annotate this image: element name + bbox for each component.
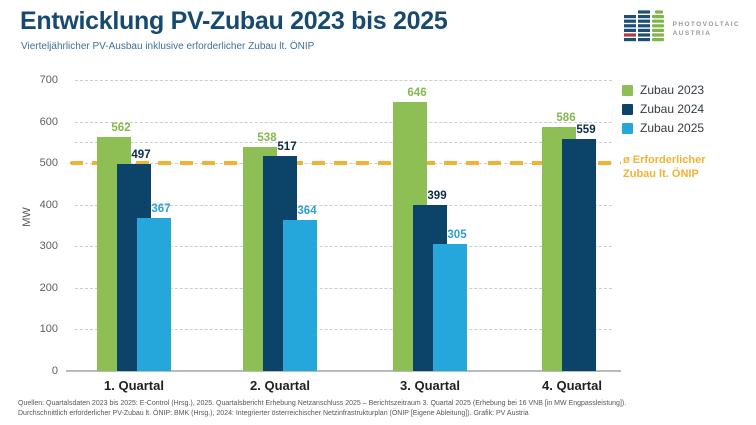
category-label-q2: 2. Quartal (250, 378, 310, 393)
gridline-700 (75, 80, 612, 81)
footer-source-line2: Durchschnittlich erforderlicher PV-Zubau… (18, 409, 529, 417)
y-tick-label-700: 700 (39, 74, 58, 86)
page-title: Entwicklung PV-Zubau 2023 bis 2025 (20, 7, 448, 35)
y-tick-label-400: 400 (39, 198, 58, 211)
y-tick-label-600: 600 (39, 115, 58, 128)
bar-group-q2: 538 517 364 2. Quartal (243, 80, 317, 393)
bar-value-zubau-2024-q1: 497 (131, 149, 151, 162)
logo-wordmark: PHOTOVOLTAIC AUSTRIA (673, 20, 740, 38)
gridline-600 (75, 121, 612, 123)
bar-value-zubau-2025-q3: 305 (447, 229, 467, 242)
bar-zubau-2024-q4 (562, 138, 596, 371)
gridline-300 (75, 246, 612, 248)
x-axis-line (66, 370, 621, 372)
legend-item-zubau-2025: Zubau 2025 (622, 121, 704, 135)
bar-value-zubau-2025-q2: 364 (297, 204, 317, 217)
bar-zubau-2025-q1 (137, 218, 171, 371)
bar-value-zubau-2023-q3: 646 (407, 87, 427, 100)
legend-swatch-zubau-2025 (622, 122, 633, 134)
logo-wordmark-line1: PHOTOVOLTAIC (672, 21, 740, 28)
gridline-100 (75, 329, 612, 331)
bar-value-zubau-2024-q2: 517 (277, 141, 297, 154)
gridline-550 (75, 142, 612, 144)
legend-item-zubau-2024: Zubau 2024 (622, 102, 704, 116)
legend-label-zubau-2023: Zubau 2023 (640, 83, 705, 97)
y-tick-label-100: 100 (39, 323, 58, 336)
category-label-q3: 3. Quartal (400, 378, 460, 393)
bar-value-zubau-2023-q4: 586 (556, 112, 576, 125)
legend-swatch-zubau-2023 (622, 84, 633, 96)
footer-source-line1: Quellen: Quartalsdaten 2023 bis 2025: E-… (18, 400, 627, 407)
bar-zubau-2025-q2 (283, 219, 317, 371)
solar-panel-logo-icon (623, 10, 666, 48)
footer-source-text: Quellen: Quartalsdaten 2023 bis 2025: E-… (18, 399, 738, 418)
reference-line-label: ø Erforderlicher Zubau lt. ÖNIP (623, 154, 753, 181)
y-tick-label-300: 300 (39, 240, 58, 253)
legend-swatch-zubau-2024 (622, 103, 633, 115)
y-tick-label-0: 0 (51, 365, 58, 377)
bar-group-q4: 586 559 4. Quartal (542, 80, 602, 393)
legend-label-zubau-2025: Zubau 2025 (640, 121, 705, 135)
bar-group-q3: 646 399 305 3. Quartal (393, 80, 467, 393)
bar-value-zubau-2023-q2: 538 (257, 132, 277, 145)
bar-zubau-2025-q3 (433, 244, 467, 371)
bar-group-q1: 562 497 367 1. Quartal (97, 80, 171, 393)
pv-austria-logo: PHOTOVOLTAIC AUSTRIA (623, 10, 740, 48)
bar-value-zubau-2024-q4: 559 (576, 123, 596, 136)
gridline-200 (75, 287, 612, 289)
legend-label-zubau-2024: Zubau 2024 (640, 102, 705, 116)
bar-value-zubau-2025-q1: 367 (151, 203, 171, 216)
reference-line-oenip (70, 161, 621, 166)
logo-wordmark-line2: AUSTRIA (672, 30, 712, 37)
page-subtitle: Vierteljährlicher PV-Ausbau inklusive er… (21, 41, 315, 52)
legend-item-zubau-2023: Zubau 2023 (622, 83, 704, 97)
chart-legend: Zubau 2023 Zubau 2024 Zubau 2025 (622, 83, 704, 140)
reference-line-label-line2: Zubau lt. ÖNIP (623, 167, 699, 180)
category-label-q1: 1. Quartal (104, 378, 164, 393)
plot-area: MW Zubau 2023 Zubau 2024 Zubau 2025 ø Erfo… (21, 74, 706, 393)
bar-value-zubau-2024-q3: 399 (427, 190, 447, 203)
category-label-q4: 4. Quartal (542, 378, 602, 393)
y-tick-label-200: 200 (39, 281, 58, 294)
gridline-400 (75, 204, 612, 206)
reference-line-label-line1: ø Erforderlicher (623, 154, 706, 167)
y-tick-label-500: 500 (39, 157, 58, 170)
bar-value-zubau-2023-q1: 562 (111, 122, 131, 135)
